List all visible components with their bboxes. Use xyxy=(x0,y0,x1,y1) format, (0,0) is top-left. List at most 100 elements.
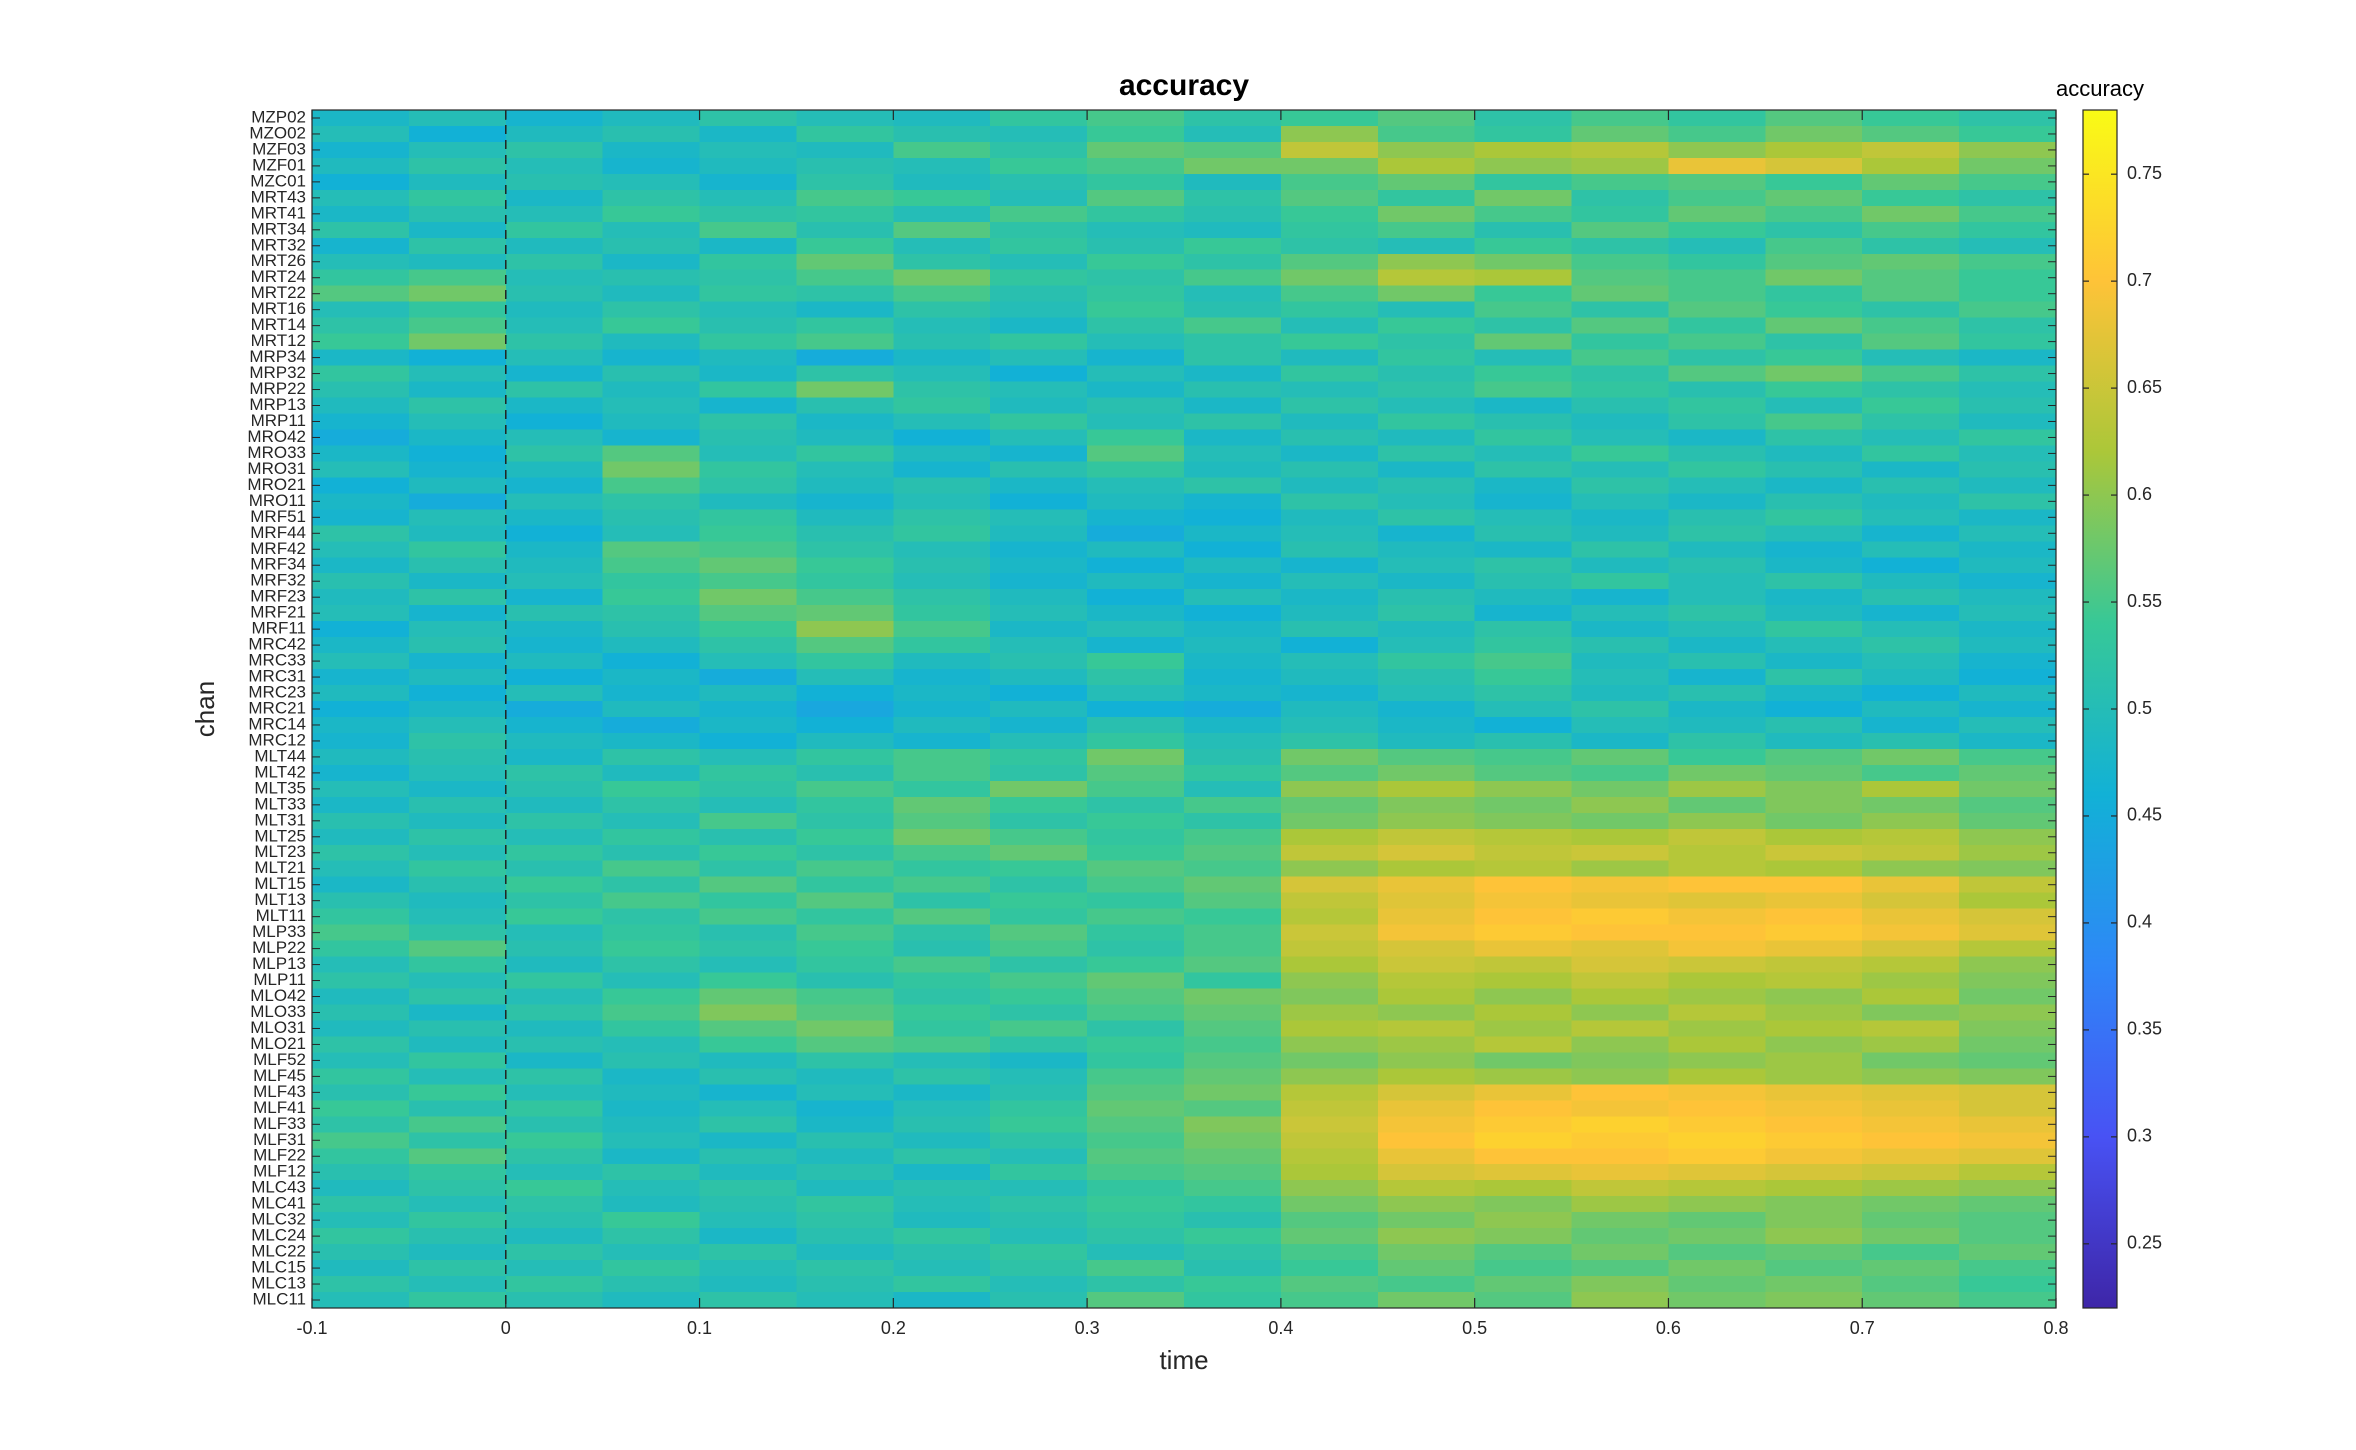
heatmap-cell xyxy=(505,1052,604,1069)
heatmap-cell xyxy=(1087,892,1185,910)
heatmap-cell xyxy=(1668,589,1766,606)
heatmap-cell xyxy=(1571,892,1670,910)
heatmap-cell xyxy=(602,892,701,910)
heatmap-cell xyxy=(1862,1244,1960,1261)
heatmap-cell xyxy=(408,701,507,718)
heatmap-cell xyxy=(796,429,894,447)
heatmap-cell xyxy=(990,125,1088,143)
y-tick-label: MLF31 xyxy=(253,1130,306,1149)
heatmap-cell xyxy=(1087,780,1185,798)
heatmap-cell xyxy=(1959,189,2057,207)
heatmap-cell xyxy=(1959,1164,2057,1181)
heatmap-cell xyxy=(1959,764,2057,782)
heatmap-cell xyxy=(1959,589,2057,606)
heatmap-cell xyxy=(699,1020,798,1038)
heatmap-cell xyxy=(699,685,798,702)
colorbar-tick-label: 0.35 xyxy=(2127,1019,2162,1039)
heatmap-cell xyxy=(1668,860,1766,878)
heatmap-cell xyxy=(796,573,894,590)
heatmap-cell xyxy=(699,637,798,654)
heatmap-cell xyxy=(1862,1068,1960,1085)
heatmap-cell xyxy=(1184,764,1282,782)
heatmap-cell xyxy=(796,1004,894,1022)
heatmap-cell xyxy=(1862,1116,1960,1133)
heatmap-cell xyxy=(602,1036,701,1054)
heatmap-cell xyxy=(1959,557,2057,574)
heatmap-cell xyxy=(602,333,701,351)
heatmap-cell xyxy=(1668,701,1766,718)
heatmap-cell xyxy=(699,445,798,463)
heatmap-cell xyxy=(505,1196,604,1213)
heatmap-cell xyxy=(893,493,991,510)
heatmap-cell xyxy=(408,732,507,750)
heatmap-cell xyxy=(1765,349,1863,367)
heatmap-cell xyxy=(893,1004,991,1022)
y-tick-label: MRF11 xyxy=(252,619,306,638)
heatmap-cell xyxy=(312,253,410,271)
heatmap-cell xyxy=(893,732,991,750)
heatmap-cell xyxy=(990,1132,1088,1149)
y-tick-label: MRO33 xyxy=(247,443,306,462)
heatmap-cell xyxy=(602,557,701,574)
heatmap-cell xyxy=(1571,205,1670,223)
heatmap-cell xyxy=(1474,429,1573,447)
heatmap-cell xyxy=(1474,908,1573,926)
heatmap-cell xyxy=(1959,1084,2057,1101)
heatmap-cell xyxy=(505,269,604,287)
heatmap-cell xyxy=(796,189,894,207)
heatmap-cell xyxy=(1184,908,1282,926)
heatmap-cell xyxy=(1571,509,1670,526)
heatmap-cell xyxy=(1377,493,1476,510)
heatmap-cell xyxy=(1571,621,1670,638)
heatmap-cell xyxy=(312,716,410,734)
heatmap-cell xyxy=(1280,221,1379,239)
heatmap-cell xyxy=(893,349,991,367)
heatmap-cell xyxy=(1959,1068,2057,1085)
heatmap-cell xyxy=(1765,1148,1863,1165)
heatmap-cell xyxy=(1184,1004,1282,1022)
heatmap-cell xyxy=(990,796,1088,814)
heatmap-cell xyxy=(699,285,798,303)
heatmap-cell xyxy=(990,972,1088,990)
heatmap-cell xyxy=(1959,844,2057,862)
heatmap-cell xyxy=(699,317,798,335)
heatmap-cell xyxy=(1184,461,1282,478)
heatmap-cell xyxy=(505,237,604,255)
heatmap-cell xyxy=(602,317,701,335)
heatmap-cell xyxy=(1474,221,1573,239)
heatmap-cell xyxy=(312,876,410,894)
heatmap-cell xyxy=(1668,908,1766,926)
heatmap-cell xyxy=(1668,205,1766,223)
heatmap-cell xyxy=(408,1228,507,1245)
heatmap-cell xyxy=(893,685,991,702)
heatmap-cell xyxy=(1087,381,1185,399)
heatmap-cell xyxy=(312,110,410,127)
heatmap-cell xyxy=(796,1164,894,1181)
heatmap-cell xyxy=(1377,1068,1476,1085)
colorbar-tick-label: 0.4 xyxy=(2127,912,2152,932)
heatmap-cell xyxy=(893,1164,991,1181)
heatmap-cell xyxy=(1280,557,1379,574)
y-tick-label: MRC14 xyxy=(248,714,306,733)
heatmap-cell xyxy=(1184,812,1282,830)
heatmap-cell xyxy=(893,1228,991,1245)
heatmap-cell xyxy=(1087,1020,1185,1038)
heatmap-cell xyxy=(1765,972,1863,990)
heatmap-cell xyxy=(602,1068,701,1085)
heatmap-cell xyxy=(1377,1148,1476,1165)
y-tick-label: MLP11 xyxy=(253,970,306,989)
heatmap-cell xyxy=(1571,365,1670,383)
heatmap-cell xyxy=(1474,557,1573,574)
heatmap-cell xyxy=(1959,381,2057,399)
heatmap-cell xyxy=(1087,221,1185,239)
heatmap-cell xyxy=(602,685,701,702)
heatmap-cell xyxy=(1377,748,1476,766)
heatmap-cell xyxy=(1280,1004,1379,1022)
heatmap-cell xyxy=(1087,285,1185,303)
heatmap-cell xyxy=(1087,461,1185,478)
heatmap-cell xyxy=(1765,157,1863,175)
heatmap-cell xyxy=(699,748,798,766)
heatmap-cell xyxy=(699,110,798,127)
y-tick-label: MLF12 xyxy=(253,1162,306,1181)
heatmap-cell xyxy=(990,1052,1088,1069)
